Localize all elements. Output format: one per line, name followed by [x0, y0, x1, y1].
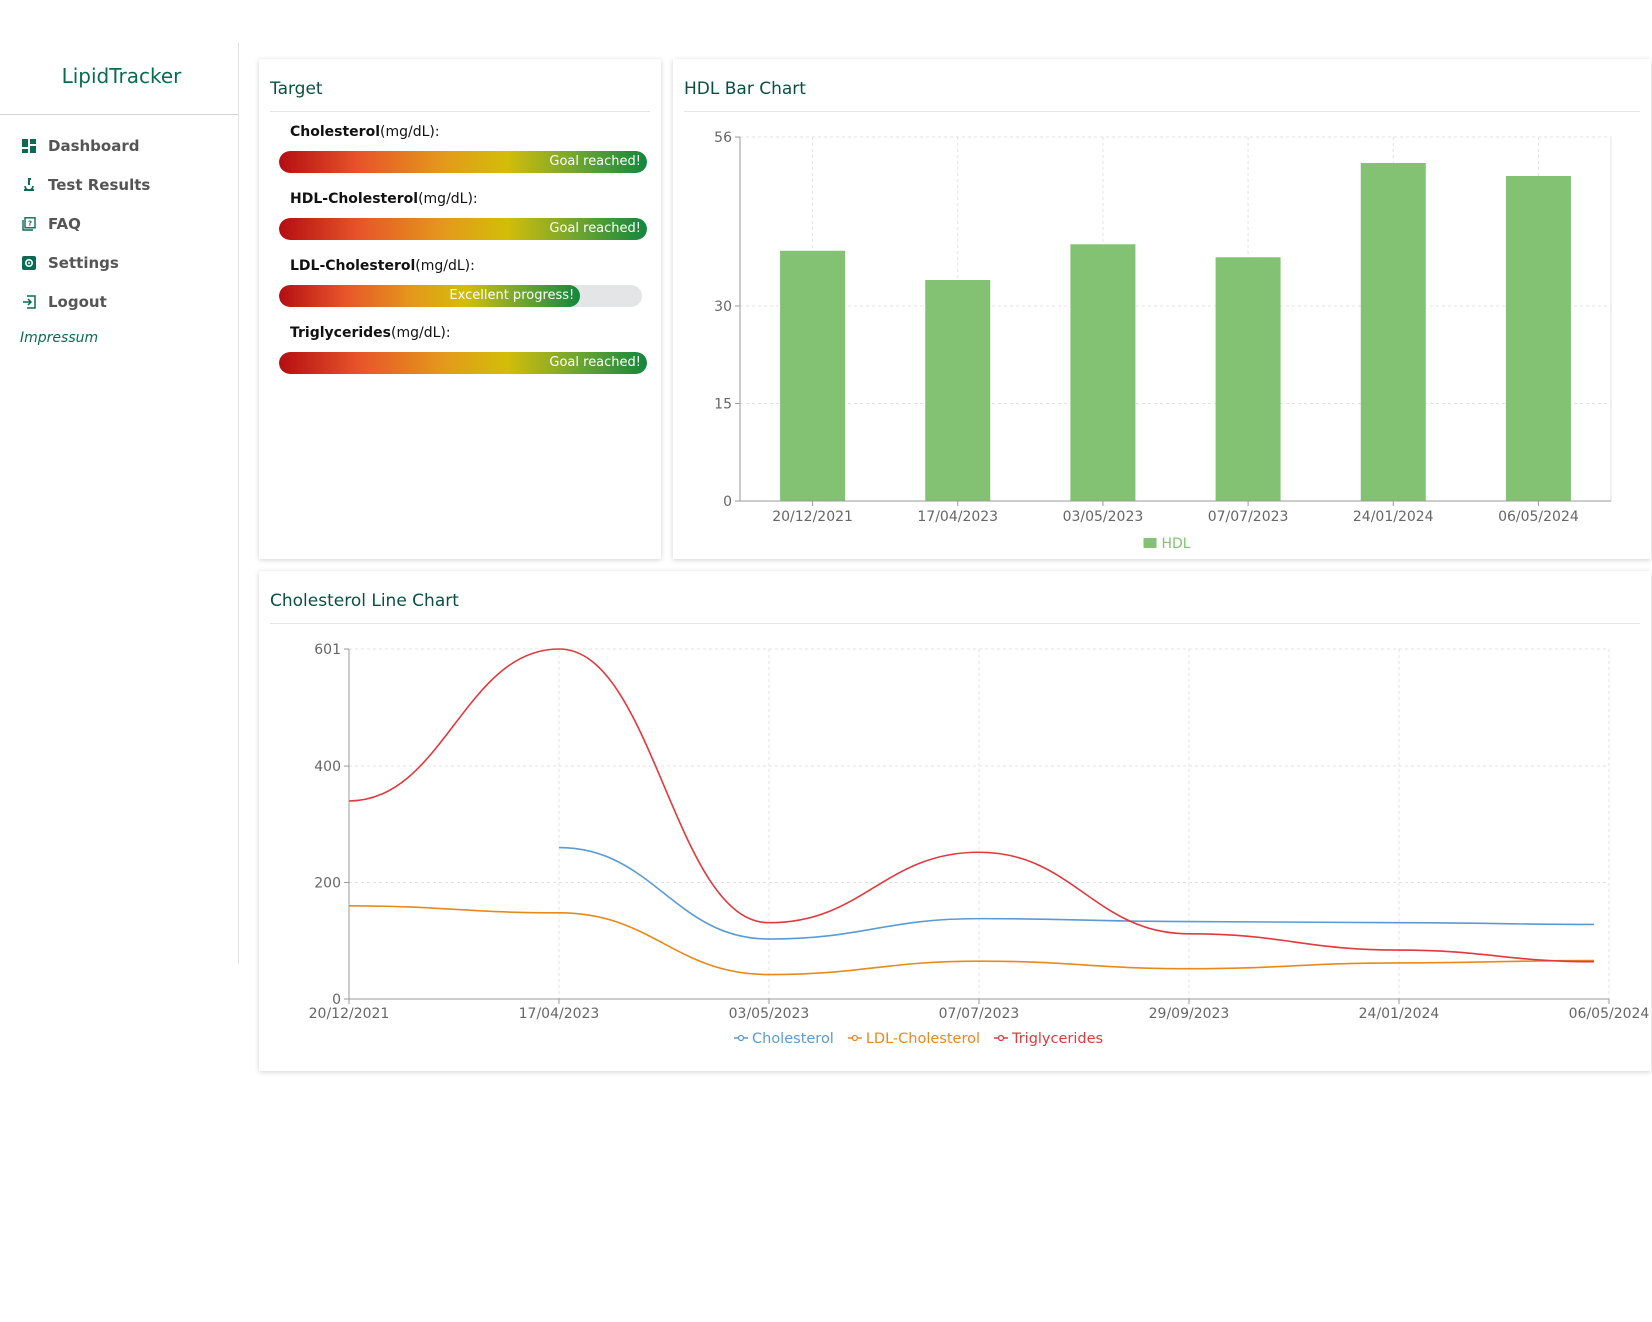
- x-tick-label: 20/12/2021: [309, 1006, 390, 1022]
- microscope-icon: [21, 177, 36, 192]
- metric-label-triglycerides: Triglycerides(mg/dL):: [290, 325, 451, 341]
- legend-marker: [737, 1034, 745, 1042]
- logout-icon: [21, 294, 36, 309]
- sidebar-item-label: Logout: [48, 292, 107, 311]
- legend-marker: [851, 1034, 858, 1042]
- x-tick-label: 29/09/2023: [1149, 1006, 1230, 1022]
- sidebar-item-label: FAQ: [48, 214, 81, 233]
- sidebar-item-label: Test Results: [48, 175, 151, 194]
- hdl-chart-card: HDL Bar Chart 0 15 30 56 20/12/2021 17/04/202…: [673, 59, 1651, 559]
- sidebar-item-label: Settings: [48, 253, 119, 272]
- series-line-ldl-cholesterol[interactable]: [348, 905, 1595, 976]
- hdl-bar-chart: 0 15 30 56 20/12/2021 17/04/2023 03/05/2023 07/…: [714, 130, 1612, 552]
- card-title: HDL Bar Chart: [684, 79, 806, 99]
- sidebar-item-faq[interactable]: ? FAQ: [0, 204, 238, 243]
- sidebar-item-test-results[interactable]: Test Results: [0, 165, 238, 204]
- legend-marker: [997, 1034, 1005, 1042]
- progress-status: Goal reached!: [549, 221, 641, 236]
- hdl-bar[interactable]: [1505, 176, 1571, 501]
- svg-text:?: ?: [27, 219, 31, 227]
- series-line-cholesterol[interactable]: [558, 846, 1595, 940]
- hdl-bar[interactable]: [925, 280, 991, 501]
- progress-fill: Goal reached!: [279, 352, 647, 374]
- metric-unit: (mg/dL):: [418, 191, 478, 207]
- y-tick-label: 400: [314, 759, 341, 775]
- hdl-bar[interactable]: [780, 250, 846, 501]
- legend-item[interactable]: Cholesterol: [734, 1031, 834, 1047]
- divider: [270, 111, 650, 112]
- progress-fill: Goal reached!: [279, 151, 647, 173]
- gear-icon: [21, 255, 36, 270]
- sidebar-item-label: Dashboard: [48, 136, 140, 155]
- metric-unit: (mg/dL):: [391, 325, 451, 341]
- metric-name: LDL-Cholesterol: [290, 258, 416, 274]
- divider: [270, 623, 1640, 624]
- card-title: Cholesterol Line Chart: [270, 591, 459, 611]
- sidebar-item-settings[interactable]: Settings: [0, 243, 238, 282]
- sidebar: LipidTracker Dashboard Test Results ? FA…: [0, 42, 239, 964]
- x-tick-label: 24/01/2024: [1359, 1006, 1440, 1022]
- progress-bar-triglycerides: Goal reached!: [279, 352, 647, 374]
- x-tick-label: 17/04/2023: [519, 1006, 600, 1022]
- metric-name: Cholesterol: [290, 124, 380, 140]
- x-tick-label: 20/12/2021: [772, 509, 853, 525]
- progress-status: Excellent progress!: [449, 288, 575, 303]
- progress-bar-cholesterol: Goal reached!: [279, 151, 647, 173]
- faq-icon: ?: [21, 216, 36, 231]
- progress-status: Goal reached!: [549, 154, 641, 169]
- metric-label-hdl: HDL-Cholesterol(mg/dL):: [290, 191, 478, 207]
- dashboard-icon: [21, 138, 36, 153]
- y-tick-label: 30: [714, 299, 732, 315]
- progress-bar-ldl: Excellent progress!: [279, 285, 642, 307]
- x-tick-label: 17/04/2023: [917, 509, 998, 525]
- sidebar-item-logout[interactable]: Logout: [0, 282, 238, 321]
- metric-unit: (mg/dL):: [415, 258, 475, 274]
- y-tick-label: 601: [314, 642, 341, 658]
- legend-item[interactable]: Triglycerides: [993, 1031, 1103, 1047]
- legend-label: Triglycerides: [1011, 1031, 1103, 1047]
- x-tick-label: 03/05/2023: [729, 1006, 810, 1022]
- y-tick-label: 0: [723, 494, 732, 510]
- target-card: Target Cholesterol(mg/dL): Goal reached!…: [259, 59, 661, 559]
- sidebar-nav: Dashboard Test Results ? FAQ Settings Lo…: [0, 126, 238, 321]
- y-tick-label: 200: [314, 876, 341, 892]
- progress-bar-hdl: Goal reached!: [279, 218, 647, 240]
- progress-fill: Excellent progress!: [279, 285, 581, 307]
- y-tick-label: 0: [332, 992, 341, 1008]
- line-chart-card: Cholesterol Line Chart 0 200 400 601 20/12/2…: [259, 571, 1651, 1071]
- progress-status: Goal reached!: [549, 355, 641, 370]
- metric-label-ldl: LDL-Cholesterol(mg/dL):: [290, 258, 475, 274]
- cholesterol-line-chart: 0 200 400 601 20/12/2021 17/04/2023 03/05/2023…: [309, 642, 1650, 1047]
- y-tick-label: 56: [714, 130, 732, 146]
- x-tick-label: 07/07/2023: [939, 1006, 1020, 1022]
- metric-name: HDL-Cholesterol: [290, 191, 419, 207]
- card-title: Target: [270, 79, 323, 99]
- brand-logo[interactable]: LipidTracker: [61, 64, 182, 88]
- legend-swatch: [1143, 538, 1157, 548]
- metric-label-cholesterol: Cholesterol(mg/dL):: [290, 124, 440, 140]
- divider: [0, 114, 238, 115]
- x-tick-label: 07/07/2023: [1208, 509, 1289, 525]
- impressum-link[interactable]: Impressum: [20, 330, 99, 346]
- x-tick-label: 06/05/2024: [1569, 1006, 1650, 1022]
- divider: [684, 111, 1640, 112]
- x-tick-label: 06/05/2024: [1498, 509, 1579, 525]
- legend-label[interactable]: HDL: [1162, 536, 1191, 552]
- series-line-triglycerides[interactable]: [348, 648, 1595, 963]
- y-tick-label: 15: [714, 397, 732, 413]
- metric-unit: (mg/dL):: [380, 124, 440, 140]
- progress-fill: Goal reached!: [279, 218, 647, 240]
- hdl-bar[interactable]: [1070, 244, 1136, 501]
- legend-label: LDL-Cholesterol: [866, 1031, 980, 1047]
- metric-name: Triglycerides: [290, 325, 392, 341]
- legend-item[interactable]: LDL-Cholesterol: [847, 1031, 980, 1047]
- sidebar-item-dashboard[interactable]: Dashboard: [0, 126, 238, 165]
- hdl-bar[interactable]: [1360, 163, 1426, 501]
- hdl-bar[interactable]: [1215, 257, 1281, 501]
- x-tick-label: 03/05/2023: [1063, 509, 1144, 525]
- x-tick-label: 24/01/2024: [1353, 509, 1434, 525]
- legend-label: Cholesterol: [752, 1031, 834, 1047]
